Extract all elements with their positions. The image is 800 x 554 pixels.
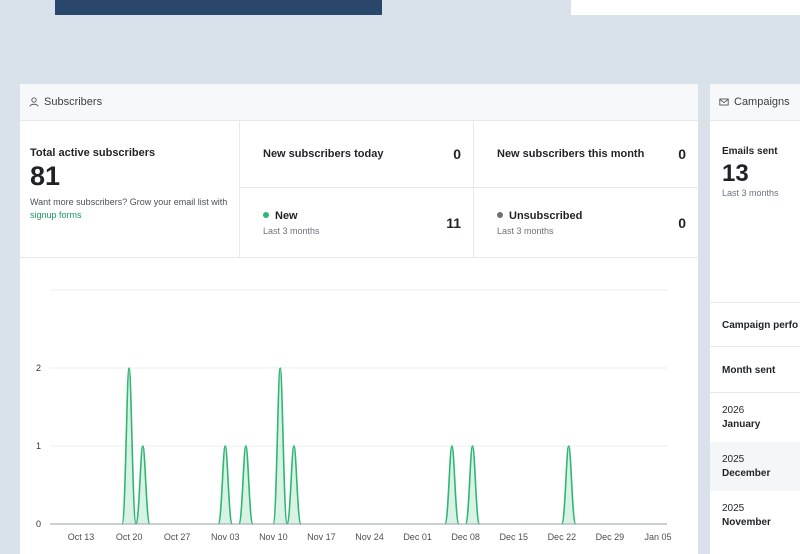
y-tick-label: 1 (36, 441, 41, 451)
total-subscribers-value: 81 (30, 161, 61, 191)
mail-icon (719, 98, 729, 106)
top-card (571, 0, 800, 15)
subscriber-stats: Total active subscribers 81 Want more su… (20, 121, 698, 258)
unsubscribed-period: Last 3 months (497, 225, 554, 236)
campaigns-divider-3 (710, 392, 800, 393)
subscribers-title: Subscribers (44, 96, 103, 108)
data-spike (272, 367, 288, 525)
unsubscribed-value: 0 (678, 214, 686, 231)
month-row-year: 2025 (722, 454, 745, 465)
data-spike (238, 445, 254, 525)
campaigns-divider (710, 302, 800, 303)
data-spike (464, 445, 481, 525)
x-tick-label: Dec 15 (499, 532, 528, 542)
emails-sent-value: 13 (722, 160, 749, 187)
unsubscribed-dot-icon (497, 211, 503, 218)
subscribers-chart: 0 1 2 Oct 13 Oct 20 Oct 27 Nov 03 Nov 10 Nov 17 N… (20, 259, 698, 554)
month-row[interactable]: 2025 November (710, 491, 800, 540)
today-stat: New subscribers today 0 (240, 121, 473, 188)
signup-forms-link[interactable]: signup forms (30, 210, 82, 220)
today-label: New subscribers today (263, 148, 384, 160)
new-stat: New Last 3 months 11 (240, 188, 473, 257)
data-spike (560, 445, 577, 525)
x-tick-label: Oct 20 (116, 532, 143, 542)
x-tick-label: Oct 27 (164, 532, 191, 542)
grow-list-hint: Want more subscribers? Grow your email l… (30, 196, 229, 222)
data-spike (444, 445, 460, 525)
new-value: 11 (446, 214, 461, 231)
chart-svg: 0 1 2 Oct 13 Oct 20 Oct 27 Nov 03 Nov 10 Nov 17 N… (36, 289, 672, 542)
data-spike (217, 445, 234, 525)
x-tick-label: Nov 10 (259, 532, 288, 542)
y-tick-label: 2 (36, 363, 41, 373)
month-value: 0 (678, 146, 686, 162)
month-sent-header: Month sent (722, 365, 776, 376)
total-subscribers-label: Total active subscribers (30, 147, 156, 159)
x-tick-label: Jan 05 (644, 532, 671, 542)
user-icon (29, 97, 39, 107)
grow-list-text: Want more subscribers? Grow your email l… (30, 197, 228, 207)
month-row-month: November (722, 517, 771, 528)
unsubscribed-label: Unsubscribed (509, 209, 583, 222)
month-row-month: January (722, 419, 761, 430)
monthly-stats-column: New subscribers this month 0 Unsubscribe… (474, 121, 698, 257)
x-tick-label: Nov 24 (355, 532, 384, 542)
campaign-performance-label: Campaign perfo (722, 320, 799, 331)
today-value: 0 (453, 146, 461, 162)
emails-sent-label: Emails sent (722, 146, 778, 157)
month-row[interactable]: 2025 December (710, 442, 800, 491)
campaigns-header: Campaigns (710, 84, 800, 121)
subscribers-header: Subscribers (20, 84, 698, 121)
month-label: New subscribers this month (497, 148, 645, 160)
y-tick-label: 0 (36, 519, 41, 529)
new-dot-icon (263, 211, 269, 218)
x-tick-label: Dec 29 (596, 532, 625, 542)
x-tick-label: Dec 01 (403, 532, 432, 542)
campaigns-title: Campaigns (734, 96, 790, 108)
month-stat: New subscribers this month 0 (474, 121, 698, 188)
x-tick-label: Dec 08 (451, 532, 480, 542)
month-row[interactable]: 2026 January (710, 393, 800, 442)
new-label: New (275, 209, 298, 222)
campaigns-card: Campaigns Emails sent 13 Last 3 months C… (710, 84, 800, 554)
daily-stats-column: New subscribers today 0 New Last 3 month… (240, 121, 474, 257)
subscribers-card: Subscribers Total active subscribers 81 … (20, 84, 698, 554)
x-tick-label: Nov 17 (307, 532, 336, 542)
month-row-month: December (722, 468, 771, 479)
month-row-year: 2026 (722, 405, 745, 416)
x-tick-label: Dec 22 (548, 532, 577, 542)
data-spike (135, 445, 151, 525)
total-subscribers-panel: Total active subscribers 81 Want more su… (20, 121, 240, 257)
new-period: Last 3 months (263, 225, 320, 236)
unsubscribed-stat: Unsubscribed Last 3 months 0 (474, 188, 698, 257)
top-banner (55, 0, 382, 15)
data-spike (286, 445, 302, 525)
month-row-year: 2025 (722, 503, 745, 514)
x-tick-label: Nov 03 (211, 532, 240, 542)
data-spike (121, 367, 137, 525)
campaigns-divider-2 (710, 346, 800, 347)
emails-sent-period: Last 3 months (722, 188, 779, 198)
x-tick-label: Oct 13 (68, 532, 95, 542)
